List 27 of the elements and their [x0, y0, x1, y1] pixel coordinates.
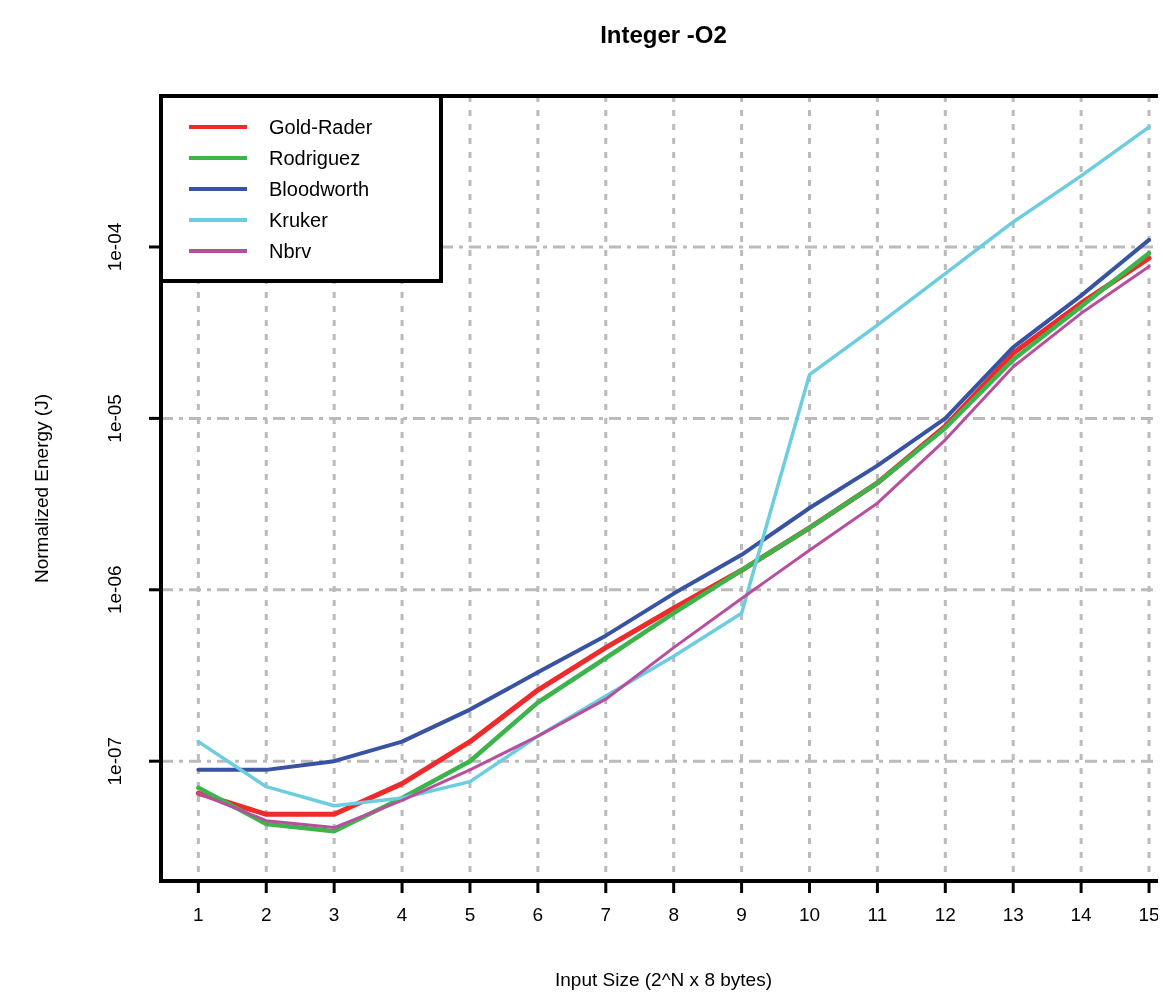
legend-label: Kruker — [269, 209, 329, 231]
x-tick-label: 8 — [668, 904, 679, 925]
legend-label: Bloodworth — [269, 178, 370, 200]
x-tick-label: 2 — [260, 904, 272, 925]
x-tick-label: 11 — [867, 904, 888, 925]
x-axis-title: Input Size (2^N x 8 bytes) — [555, 969, 772, 990]
y-axis-title: Normalized Energy (J) — [31, 394, 52, 583]
x-tick-label: 3 — [328, 904, 340, 925]
y-tick-label: 1e-06 — [104, 565, 125, 615]
legend-label: Nbrv — [269, 240, 312, 262]
x-tick-label: 1 — [193, 904, 204, 925]
x-tick-label: 9 — [736, 904, 747, 925]
x-tick-label: 4 — [396, 904, 408, 925]
y-tick-label: 1e-05 — [104, 394, 125, 443]
x-tick-label: 13 — [1002, 904, 1024, 925]
chart-title: Integer -O2 — [600, 21, 727, 48]
x-tick-label: 7 — [600, 904, 612, 925]
y-tick-label: 1e-04 — [104, 222, 125, 272]
legend-label: Gold-Rader — [269, 116, 373, 138]
x-tick-label: 15 — [1138, 904, 1160, 925]
x-tick-label: 10 — [798, 904, 821, 925]
legend-label: Rodriguez — [269, 147, 361, 169]
y-tick-label: 1e-07 — [104, 736, 125, 786]
x-tick-label: 6 — [532, 904, 544, 925]
x-tick-label: 14 — [1070, 904, 1093, 925]
x-tick-label: 5 — [464, 904, 476, 925]
x-tick-label: 12 — [934, 904, 956, 925]
